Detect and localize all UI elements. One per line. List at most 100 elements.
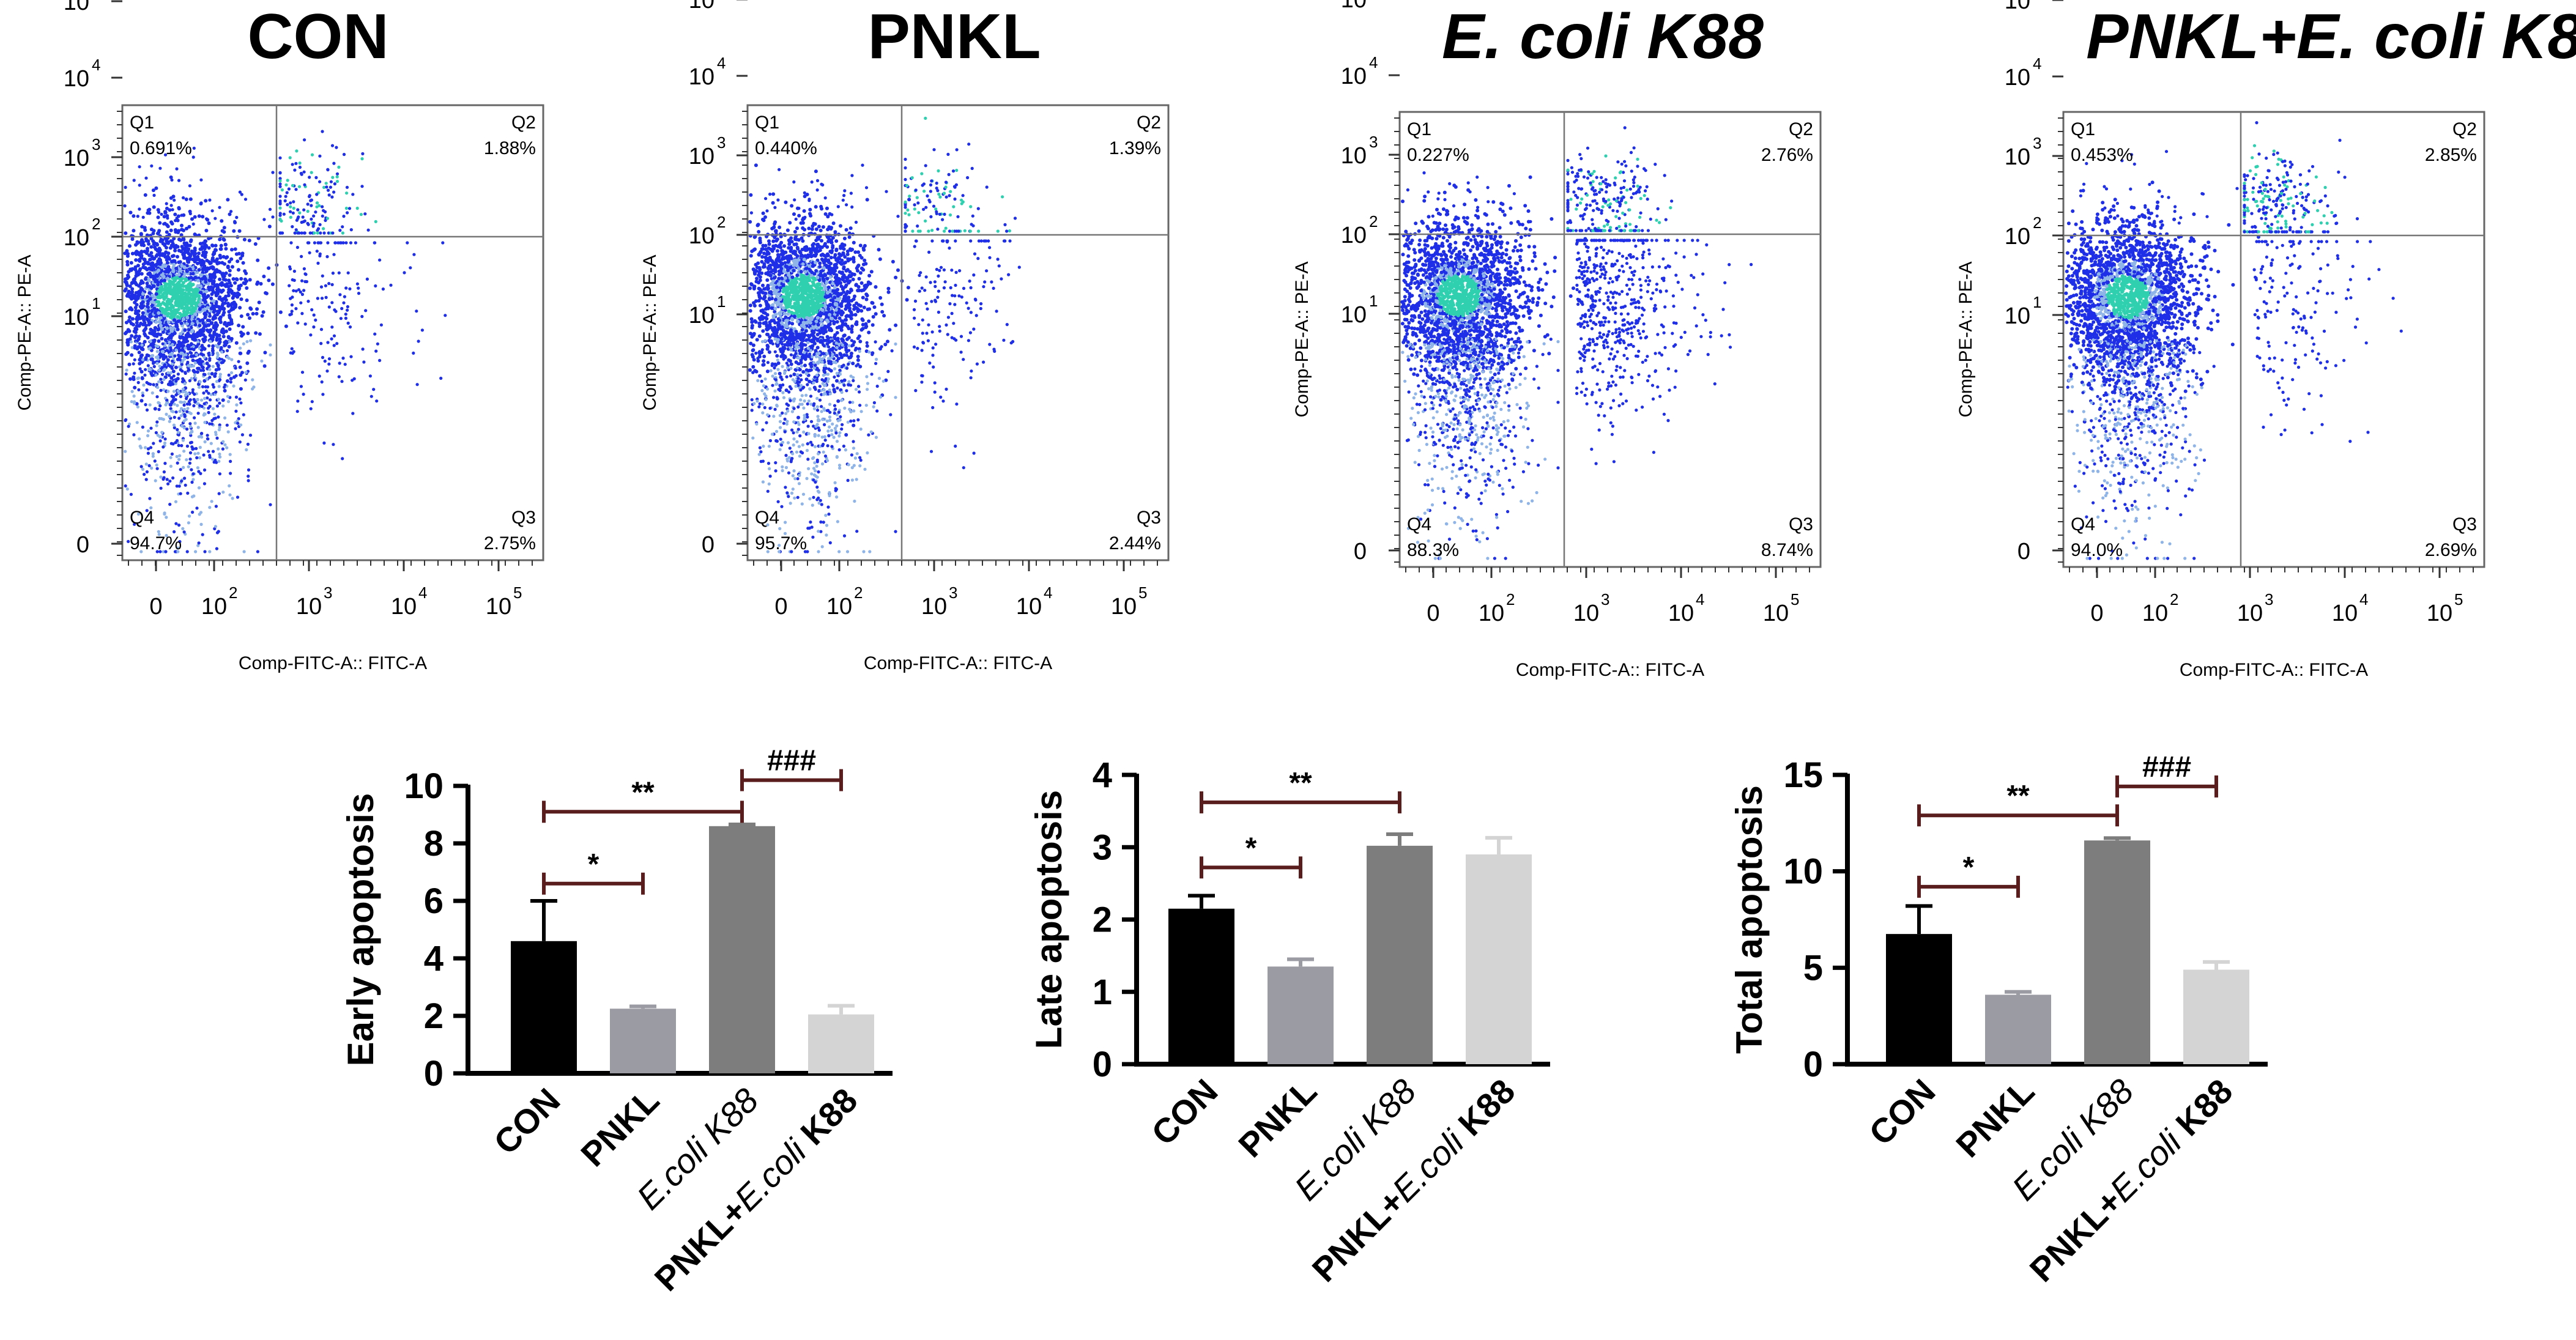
flow-dot	[221, 447, 225, 451]
quadrant-value-q4: 94.7%	[130, 533, 182, 553]
flow-dot	[174, 348, 178, 352]
flow-dot	[877, 248, 881, 252]
flow-dot	[184, 371, 187, 376]
flow-dot	[165, 202, 168, 205]
flow-dot	[196, 358, 199, 363]
flow-dot	[292, 200, 295, 204]
flow-dot	[188, 514, 191, 518]
flow-dot	[169, 305, 174, 309]
flow-dot	[796, 415, 800, 420]
flow-dot	[157, 450, 160, 454]
flow-dot	[191, 472, 195, 476]
flow-dot	[886, 286, 891, 291]
flow-dot	[218, 337, 222, 341]
flow-dot	[143, 257, 147, 262]
flow-dot	[139, 465, 143, 468]
flow-dot	[136, 405, 139, 409]
flow-dot	[267, 224, 272, 229]
flow-dot	[177, 229, 181, 233]
flow-dot	[162, 476, 166, 479]
flow-dot	[807, 264, 811, 268]
flow-dot	[132, 377, 136, 382]
flow-dot	[314, 210, 317, 214]
flow-dot	[239, 401, 243, 405]
flow-dot	[362, 360, 366, 364]
flow-dot	[176, 254, 179, 259]
flow-dot	[278, 201, 282, 205]
flow-dot	[269, 343, 272, 347]
flow-dot	[208, 358, 212, 362]
flow-dot	[170, 221, 174, 226]
flow-dot	[155, 424, 158, 428]
flow-dot	[227, 357, 231, 360]
flow-dot	[195, 344, 199, 349]
flow-dot	[210, 273, 215, 277]
flow-dot	[204, 269, 209, 273]
flow-dot	[185, 339, 190, 343]
flow-dot	[205, 377, 209, 381]
flow-dot	[283, 199, 287, 202]
flow-dot	[217, 447, 220, 451]
flow-dot	[133, 330, 138, 335]
flow-dot	[193, 215, 197, 219]
flow-dot	[158, 221, 162, 225]
flow-dot	[748, 220, 752, 224]
flow-dot	[221, 404, 225, 408]
flow-dot	[837, 256, 841, 260]
flow-dot	[326, 241, 330, 245]
flow-dot	[361, 347, 365, 351]
flow-dot	[186, 360, 190, 364]
flow-dot	[219, 243, 223, 248]
flow-dot	[173, 198, 176, 202]
flow-dot	[158, 416, 161, 421]
flow-dot	[133, 358, 136, 361]
flow-dot	[866, 307, 870, 311]
flow-dot	[790, 322, 795, 326]
flow-dot	[200, 348, 204, 352]
flow-dot	[245, 286, 249, 290]
flow-dot	[166, 217, 169, 220]
flow-dot	[215, 334, 220, 338]
flow-dot	[177, 287, 182, 292]
flow-dot	[155, 395, 159, 399]
flow-dot	[767, 264, 771, 268]
flow-dot	[335, 180, 340, 183]
flow-dot	[239, 373, 243, 377]
flow-dot	[297, 185, 302, 188]
flow-dot	[340, 306, 344, 311]
flow-dot	[203, 255, 207, 259]
flow-dot	[195, 506, 199, 510]
flow-dot	[355, 282, 360, 286]
flow-dot	[306, 202, 310, 206]
flow-dot	[173, 354, 177, 358]
flow-dot	[182, 465, 185, 470]
flow-dot	[779, 312, 783, 316]
flow-dot	[160, 279, 163, 283]
flow-dot	[782, 244, 786, 248]
flow-dot	[327, 362, 331, 366]
flow-dot	[823, 286, 828, 290]
flow-dot	[289, 312, 293, 316]
flow-dot	[193, 246, 197, 251]
flow-dot	[235, 403, 239, 407]
flow-dot	[789, 247, 793, 251]
flow-dot	[160, 372, 165, 376]
flow-dot	[218, 256, 223, 260]
flow-dot	[376, 342, 380, 346]
flow-dot	[758, 303, 762, 308]
flow-dot	[221, 490, 225, 494]
flow-dot	[141, 425, 144, 429]
flow-dot	[886, 290, 891, 294]
flow-dot	[789, 334, 793, 338]
flow-dot	[179, 368, 182, 372]
flow-dot	[300, 220, 303, 224]
flow-dot	[322, 231, 326, 235]
flow-dot	[215, 355, 220, 359]
flow-dot	[146, 209, 150, 212]
flow-dot	[858, 339, 863, 344]
flow-dot	[176, 315, 180, 319]
flow-dot	[202, 482, 206, 486]
flow-dot	[206, 437, 210, 441]
flow-dot	[139, 232, 143, 236]
flow-dot	[205, 217, 209, 221]
